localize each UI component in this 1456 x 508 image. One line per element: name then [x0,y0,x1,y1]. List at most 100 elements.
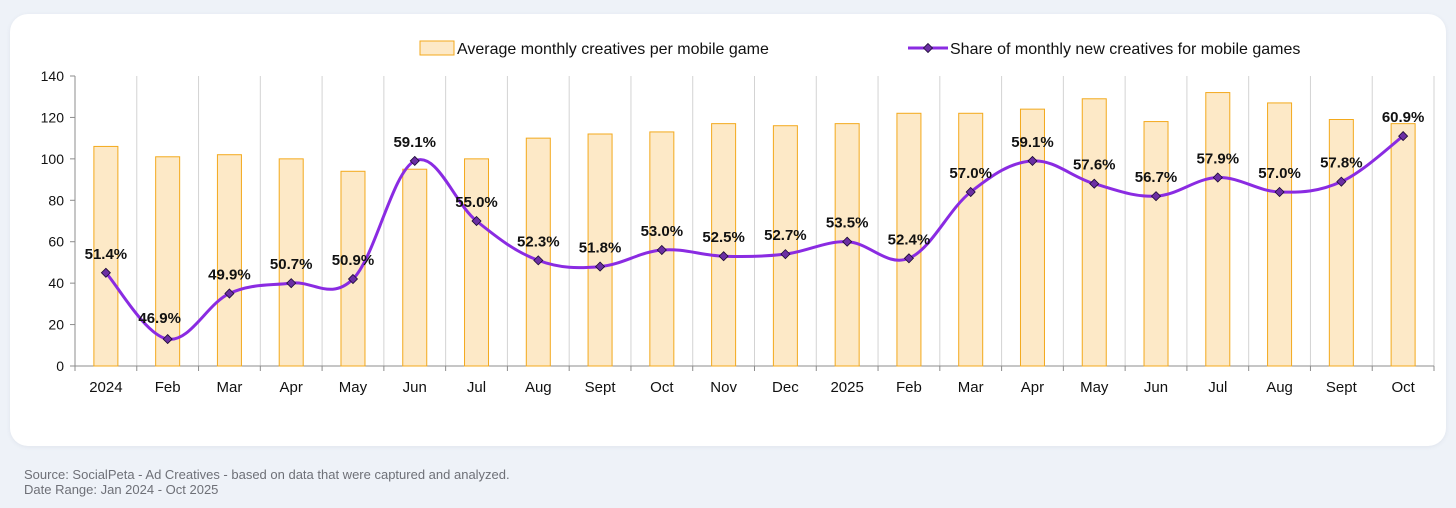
data-label: 50.9% [332,252,375,269]
bar [155,156,181,367]
data-label: 53.5% [826,215,869,232]
y-tick-label: 140 [41,68,65,84]
line-marker [1027,155,1038,166]
line-marker [533,255,544,266]
bar [1081,98,1107,367]
x-tick-label: Aug [525,379,552,396]
y-tick-label: 100 [41,151,65,167]
data-label: 50.7% [270,256,313,273]
y-tick-label: 60 [48,234,64,250]
x-tick-label: Sept [1326,379,1358,396]
data-label: 52.7% [764,227,807,244]
bar [1328,119,1354,367]
bar [402,168,428,367]
data-label: 59.1% [1011,134,1054,151]
bar [1205,92,1231,367]
line-marker [903,253,914,264]
data-label: 52.4% [888,231,931,248]
line-marker [1089,178,1100,189]
x-tick-label: Feb [155,379,181,396]
data-label: 57.0% [1258,165,1301,182]
bar [464,158,490,367]
x-tick-label: Apr [1021,379,1044,396]
x-tick-label: Sept [585,379,617,396]
data-label: 60.9% [1382,109,1425,126]
bar [1390,123,1416,367]
x-tick-label: Jul [1208,379,1227,396]
x-tick-label: Jun [1144,379,1168,396]
x-tick-label: Jun [403,379,427,396]
bar [1267,102,1293,367]
legend-bar-label: Average monthly creatives per mobile gam… [457,41,769,58]
line-marker [1150,191,1162,202]
x-tick-label: 2024 [89,379,122,396]
combo-chart: 0 20 40 60 80 100 120 140 2024 Feb Mar Apr May Jun Jul… [41,40,1435,396]
x-tick-label: Feb [896,379,922,396]
data-label: 49.9% [208,267,251,284]
line-marker [965,186,976,198]
data-label: 57.0% [949,165,992,182]
bar [958,112,984,367]
line-marker [100,267,111,278]
data-label: 46.9% [138,310,181,327]
source-text: Source: SocialPeta - Ad Creatives - base… [24,467,510,482]
date-range-text: Date Range: Jan 2024 - Oct 2025 [24,482,219,497]
data-label: 51.4% [85,246,128,263]
line-marker [595,261,606,272]
line-marker [718,251,729,262]
y-tick-label: 0 [56,358,64,374]
data-label: 53.0% [641,223,684,240]
data-label: 55.0% [455,194,498,211]
data-label: 52.3% [517,233,560,250]
series-line [104,134,1405,341]
bar [772,125,798,367]
bar [587,133,613,367]
x-tick-label: May [1080,379,1109,396]
data-label: 52.5% [702,229,745,246]
data-label: 57.8% [1320,155,1363,172]
data-label: 57.9% [1197,151,1240,168]
bar [896,112,922,367]
line-marker [656,244,667,256]
line-marker [347,273,359,285]
line-marker [471,215,482,227]
x-tick-label: Nov [710,379,737,396]
x-tick-label: 2025 [830,379,863,396]
bar [525,137,551,367]
bar [278,158,304,367]
line-marker [224,288,235,299]
bar [216,154,242,367]
line-marker [286,278,297,289]
bar [1143,121,1169,367]
bar [1019,108,1045,367]
chart-card: 0 20 40 60 80 100 120 140 2024 Feb Mar Apr May Jun Jul… [10,14,1446,446]
bar [93,145,119,367]
data-label: 51.8% [579,240,622,257]
data-label: 56.7% [1135,169,1178,186]
y-tick-label: 80 [48,192,64,208]
x-tick-label: Apr [280,379,303,396]
y-tick-label: 40 [48,275,64,291]
y-tick-label: 20 [48,317,64,333]
x-tick-label: Jul [467,379,486,396]
x-tick-label: Mar [958,379,984,396]
x-tick-label: May [339,379,368,396]
line-marker [409,155,420,166]
legend-line-label: Share of monthly new creatives for mobil… [950,41,1300,58]
bar [340,170,366,367]
legend-line-marker [922,42,934,54]
x-tick-label: Aug [1266,379,1293,396]
line-marker [842,236,853,247]
line-marker [162,334,173,345]
line-marker [1336,176,1347,187]
bar [711,123,737,367]
x-tick-label: Mar [217,379,243,396]
line-marker [1398,131,1409,142]
data-label: 57.6% [1073,157,1116,174]
data-label: 59.1% [393,134,436,151]
y-tick-label: 120 [41,109,65,125]
legend-bar-swatch [419,40,455,56]
line-marker [1212,172,1223,183]
line-marker [1274,186,1285,198]
x-tick-label: Dec [772,379,799,396]
